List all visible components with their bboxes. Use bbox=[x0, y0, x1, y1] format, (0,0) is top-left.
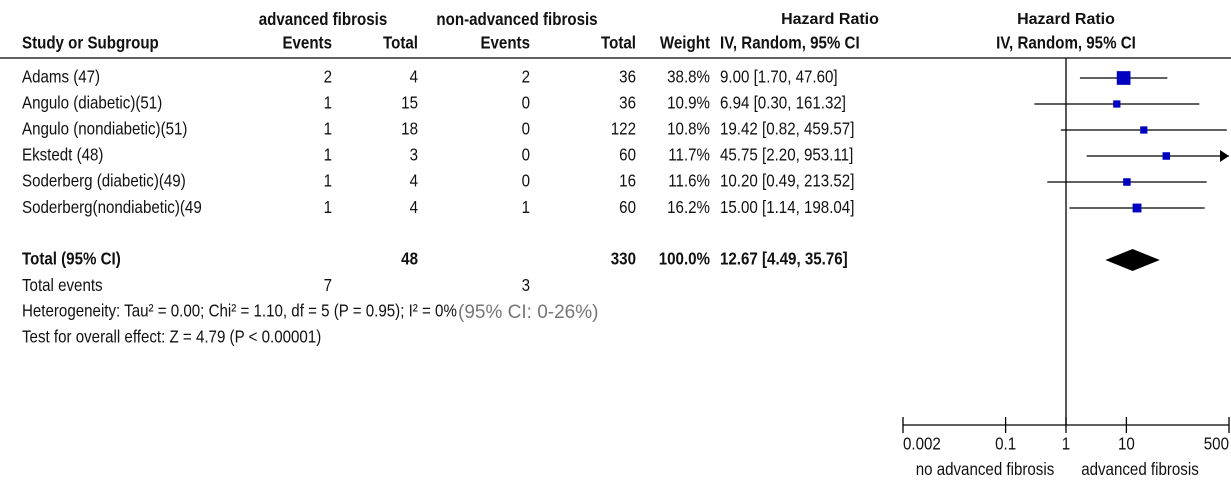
heterogeneity-ci: (95% CI: 0-26%) bbox=[458, 302, 598, 323]
total: 15 bbox=[401, 93, 418, 114]
events: 1 bbox=[324, 171, 332, 192]
point-estimate bbox=[1162, 152, 1171, 160]
ci-label: 45.75 [2.20, 953.11] bbox=[720, 145, 853, 166]
x-tick-label: 0.002 bbox=[903, 434, 941, 455]
total: 18 bbox=[401, 119, 418, 140]
study-name: Ekstedt (48) bbox=[22, 145, 103, 166]
weight: 10.8% bbox=[667, 119, 710, 140]
heterogeneity: Heterogeneity: Tau² = 0.00; Chi² = 1.10,… bbox=[22, 301, 457, 322]
group-header: advanced fibrosis bbox=[259, 9, 387, 30]
total: 122 bbox=[611, 119, 636, 140]
total: 16 bbox=[619, 171, 636, 192]
total: 4 bbox=[410, 171, 418, 192]
column-header: Events bbox=[480, 33, 530, 54]
ci-arrow bbox=[1220, 150, 1229, 162]
group-header: non-advanced fibrosis bbox=[436, 9, 597, 30]
study-name: Adams (47) bbox=[22, 67, 100, 88]
ci-label: 19.42 [0.82, 459.57] bbox=[720, 119, 854, 140]
events: 1 bbox=[324, 119, 332, 140]
x-tick-label: 1 bbox=[1062, 434, 1070, 455]
weight: 38.8% bbox=[667, 67, 710, 88]
events: 7 bbox=[324, 275, 332, 296]
total: 330 bbox=[611, 249, 636, 270]
column-header: Study or Subgroup bbox=[22, 33, 159, 54]
x-tick-label: 500 bbox=[1204, 434, 1229, 455]
pooled-diamond bbox=[1105, 249, 1160, 271]
study-name: Angulo (nondiabetic)(51) bbox=[22, 119, 187, 140]
total: 3 bbox=[410, 145, 418, 166]
events: 1 bbox=[324, 145, 332, 166]
events: 2 bbox=[522, 67, 530, 88]
ci-label: 15.00 [1.14, 198.04] bbox=[720, 197, 854, 218]
events: 0 bbox=[522, 93, 530, 114]
point-estimate bbox=[1140, 126, 1148, 134]
column-header: IV, Random, 95% CI bbox=[996, 33, 1136, 54]
point-estimate bbox=[1123, 178, 1131, 186]
ci-label: 10.20 [0.49, 213.52] bbox=[720, 171, 854, 192]
events: 1 bbox=[324, 197, 332, 218]
axis-label-right: advanced fibrosis bbox=[1081, 459, 1199, 480]
weight: 11.6% bbox=[668, 171, 710, 192]
column-header: Total bbox=[383, 33, 418, 54]
events: 1 bbox=[324, 93, 332, 114]
study-name: Angulo (diabetic)(51) bbox=[22, 93, 162, 114]
weight: 100.0% bbox=[659, 249, 710, 270]
weight: 16.2% bbox=[667, 197, 710, 218]
weight: 10.9% bbox=[667, 93, 710, 114]
events: 0 bbox=[522, 119, 530, 140]
total: 4 bbox=[410, 197, 418, 218]
column-header: IV, Random, 95% CI bbox=[720, 33, 860, 54]
events: 0 bbox=[522, 171, 530, 192]
ci-label: 6.94 [0.30, 161.32] bbox=[720, 93, 846, 114]
column-header: Events bbox=[282, 33, 332, 54]
point-estimate bbox=[1132, 203, 1142, 213]
ci-label: 9.00 [1.70, 47.60] bbox=[720, 67, 838, 88]
ci-label: 12.67 [4.49, 35.76] bbox=[720, 249, 848, 270]
axis-label-left: no advanced fibrosis bbox=[916, 459, 1055, 480]
total-name: Total (95% CI) bbox=[22, 249, 121, 270]
total: 36 bbox=[619, 93, 636, 114]
events: 1 bbox=[522, 197, 530, 218]
total: 36 bbox=[619, 67, 636, 88]
study-name: Soderberg (diabetic)(49) bbox=[22, 171, 186, 192]
study-name: Soderberg(nondiabetic)(49 bbox=[22, 197, 202, 218]
total: 48 bbox=[401, 249, 418, 270]
column-header: Total bbox=[601, 33, 636, 54]
overall-effect: Test for overall effect: Z = 4.79 (P < 0… bbox=[22, 327, 321, 348]
total: 60 bbox=[619, 197, 636, 218]
column-header: Weight bbox=[660, 33, 711, 54]
weight: 11.7% bbox=[668, 145, 710, 166]
total: 60 bbox=[619, 145, 636, 166]
events: 0 bbox=[522, 145, 530, 166]
events: 2 bbox=[324, 67, 332, 88]
effect-header: Hazard Ratio bbox=[781, 11, 879, 28]
point-estimate bbox=[1116, 71, 1131, 85]
total-events-name: Total events bbox=[22, 275, 103, 296]
events: 3 bbox=[522, 275, 530, 296]
plot-header: Hazard Ratio bbox=[1017, 11, 1115, 28]
point-estimate bbox=[1113, 100, 1121, 108]
x-tick-label: 10 bbox=[1118, 434, 1135, 455]
x-tick-label: 0.1 bbox=[995, 434, 1016, 455]
total: 4 bbox=[410, 67, 418, 88]
